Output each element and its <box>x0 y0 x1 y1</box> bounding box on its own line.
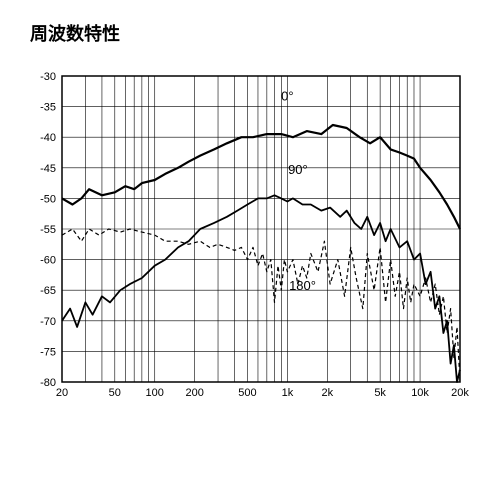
svg-text:-55: -55 <box>40 224 56 236</box>
svg-text:-50: -50 <box>40 193 56 205</box>
svg-text:500: 500 <box>238 387 256 399</box>
svg-text:200: 200 <box>185 387 203 399</box>
svg-text:0°: 0° <box>281 88 293 103</box>
svg-text:-30: -30 <box>40 71 56 83</box>
svg-text:20: 20 <box>56 387 68 399</box>
svg-text:180°: 180° <box>289 278 316 293</box>
svg-text:100: 100 <box>146 387 164 399</box>
svg-text:10k: 10k <box>411 387 429 399</box>
svg-text:-70: -70 <box>40 316 56 328</box>
svg-text:-65: -65 <box>40 285 56 297</box>
svg-text:-45: -45 <box>40 163 56 175</box>
svg-text:5k: 5k <box>374 387 386 399</box>
svg-text:90°: 90° <box>288 162 308 177</box>
svg-text:-80: -80 <box>40 377 56 389</box>
chart-title: 周波数特性 <box>0 0 500 46</box>
svg-text:50: 50 <box>109 387 121 399</box>
frequency-response-chart: 0° 90° 180° -30 -35 -40 -45 -50 -55 -60 -65 -70 -75 -… <box>30 66 470 406</box>
svg-text:20k: 20k <box>451 387 469 399</box>
svg-text:-35: -35 <box>40 102 56 114</box>
svg-text:-75: -75 <box>40 346 56 358</box>
svg-text:-60: -60 <box>40 255 56 267</box>
svg-text:-40: -40 <box>40 132 56 144</box>
svg-text:2k: 2k <box>322 387 334 399</box>
svg-text:1k: 1k <box>282 387 294 399</box>
